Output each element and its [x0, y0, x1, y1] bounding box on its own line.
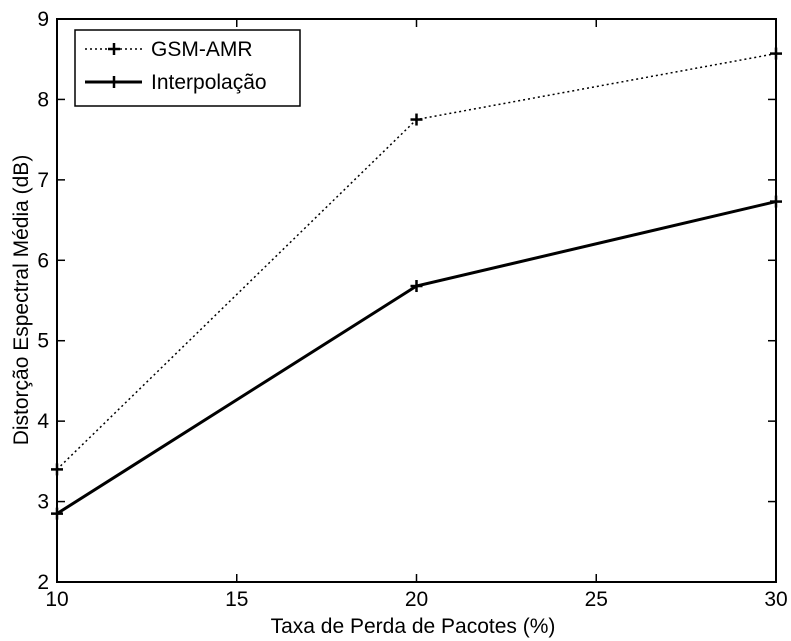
y-tick-label: 2 [37, 571, 49, 594]
legend-marker-gsm-amr [108, 43, 120, 55]
x-tick-label: 10 [45, 588, 68, 611]
data-point-interpolacao [770, 195, 782, 208]
data-point-gsm-amr [410, 113, 423, 126]
data-point-interpolacao [51, 507, 63, 520]
legend: GSM-AMR Interpolação [74, 29, 301, 107]
x-tick-label: 25 [585, 588, 608, 611]
x-tick-label: 20 [405, 588, 428, 611]
legend-box [74, 29, 301, 107]
y-tick-label: 8 [37, 88, 49, 111]
x-tick-label: 30 [764, 588, 787, 611]
y-tick-label: 4 [37, 410, 49, 433]
y-tick-label: 9 [37, 8, 49, 31]
y-tick-label: 3 [37, 491, 49, 514]
axis-ticks [56, 18, 777, 583]
series-layer [51, 47, 782, 520]
tick-labels: 10 15 20 25 30 2 3 4 5 6 7 8 9 [37, 8, 787, 611]
data-point-gsm-amr [770, 47, 782, 60]
legend-marker-interpolacao [108, 76, 120, 88]
data-point-interpolacao [410, 280, 423, 293]
x-tick-label: 15 [225, 588, 248, 611]
y-tick-label: 5 [37, 330, 49, 353]
y-tick-label: 6 [37, 249, 49, 272]
x-axis-title: Taxa de Perda de Pacotes (%) [271, 615, 556, 638]
plot-area [56, 18, 777, 583]
y-axis-title: Distorção Espectral Média (dB) [10, 155, 33, 446]
y-tick-label: 7 [37, 169, 49, 192]
legend-label-interpolacao: Interpolação [151, 71, 267, 94]
legend-label-gsm-amr: GSM-AMR [151, 38, 253, 61]
data-point-gsm-amr [51, 463, 63, 476]
